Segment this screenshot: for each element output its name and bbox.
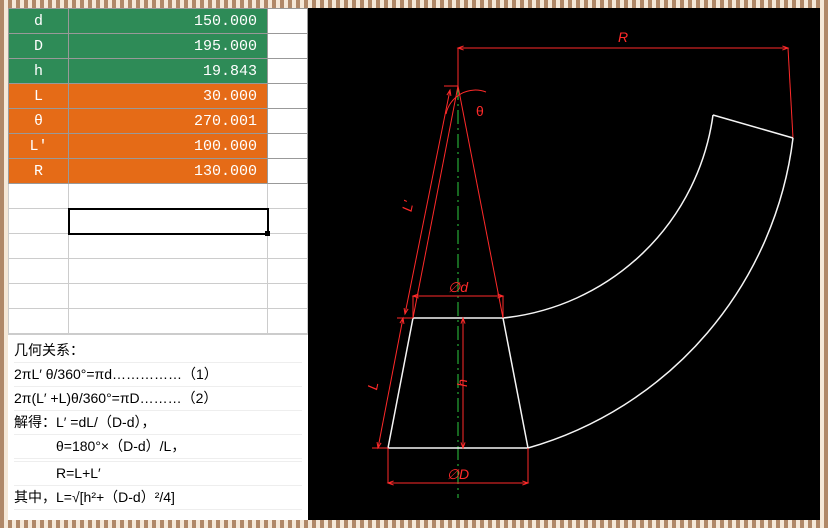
- param-key: L: [9, 84, 69, 109]
- table-row[interactable]: R 130.000: [9, 159, 308, 184]
- param-value: 19.843: [69, 59, 268, 84]
- table-row[interactable]: [9, 259, 308, 284]
- table-row[interactable]: L 30.000: [9, 84, 308, 109]
- param-value: 195.000: [69, 34, 268, 59]
- param-value: 270.001: [69, 109, 268, 134]
- formula-block: 几何关系： 2πL′ θ/360°=πd……………（1） 2π(L′ +L)θ/…: [8, 334, 308, 514]
- svg-text:∅d: ∅d: [448, 279, 469, 295]
- formula-line: R=L+L′: [14, 462, 302, 486]
- empty-cell: [268, 84, 308, 109]
- param-value: 100.000: [69, 134, 268, 159]
- table-row[interactable]: [9, 234, 308, 259]
- table-row[interactable]: [9, 184, 308, 209]
- param-key: θ: [9, 109, 69, 134]
- param-key: h: [9, 59, 69, 84]
- cad-diagram: Rθ L' L ∅d ∅D h: [308, 8, 820, 520]
- table-row[interactable]: D 195.000: [9, 34, 308, 59]
- patterned-frame: d 150.000 D 195.000 h 19.843 L 30.: [0, 0, 828, 528]
- param-value: 30.000: [69, 84, 268, 109]
- param-value: 130.000: [69, 159, 268, 184]
- formula-line: 2π(L′ +L)θ/360°=πD………（2）: [14, 387, 302, 411]
- svg-text:L: L: [364, 380, 381, 391]
- parameter-table: d 150.000 D 195.000 h 19.843 L 30.: [8, 8, 308, 334]
- param-value: 150.000: [69, 9, 268, 34]
- table-row[interactable]: [9, 209, 308, 234]
- formula-line: 其中，L=√[h²+（D-d）²/4]: [14, 486, 302, 510]
- table-row[interactable]: h 19.843: [9, 59, 308, 84]
- table-row[interactable]: [9, 309, 308, 334]
- param-key: D: [9, 34, 69, 59]
- spreadsheet-panel: d 150.000 D 195.000 h 19.843 L 30.: [8, 8, 308, 520]
- param-key: d: [9, 9, 69, 34]
- formula-line: θ=180°×（D-d）/L，: [14, 435, 302, 459]
- formula-line: 解得：L′ =dL/（D-d），: [14, 411, 302, 435]
- content-area: d 150.000 D 195.000 h 19.843 L 30.: [8, 8, 820, 520]
- param-key: R: [9, 159, 69, 184]
- active-cell[interactable]: [69, 209, 268, 234]
- svg-text:L': L': [399, 198, 417, 213]
- svg-text:∅D: ∅D: [447, 466, 469, 482]
- table-row[interactable]: θ 270.001: [9, 109, 308, 134]
- empty-cell: [268, 134, 308, 159]
- empty-cell: [268, 159, 308, 184]
- svg-text:R: R: [618, 29, 628, 45]
- formula-line: 2πL′ θ/360°=πd……………（1）: [14, 363, 302, 387]
- empty-cell: [268, 9, 308, 34]
- table-row[interactable]: d 150.000: [9, 9, 308, 34]
- empty-cell: [268, 109, 308, 134]
- formula-title: 几何关系：: [14, 339, 302, 363]
- table-row[interactable]: [9, 284, 308, 309]
- cad-diagram-panel: Rθ L' L ∅d ∅D h: [308, 8, 820, 520]
- svg-text:θ: θ: [476, 103, 484, 119]
- svg-text:h: h: [454, 379, 470, 387]
- table-row[interactable]: L′ 100.000: [9, 134, 308, 159]
- param-key: L′: [9, 134, 69, 159]
- empty-cell: [268, 59, 308, 84]
- empty-cell: [268, 34, 308, 59]
